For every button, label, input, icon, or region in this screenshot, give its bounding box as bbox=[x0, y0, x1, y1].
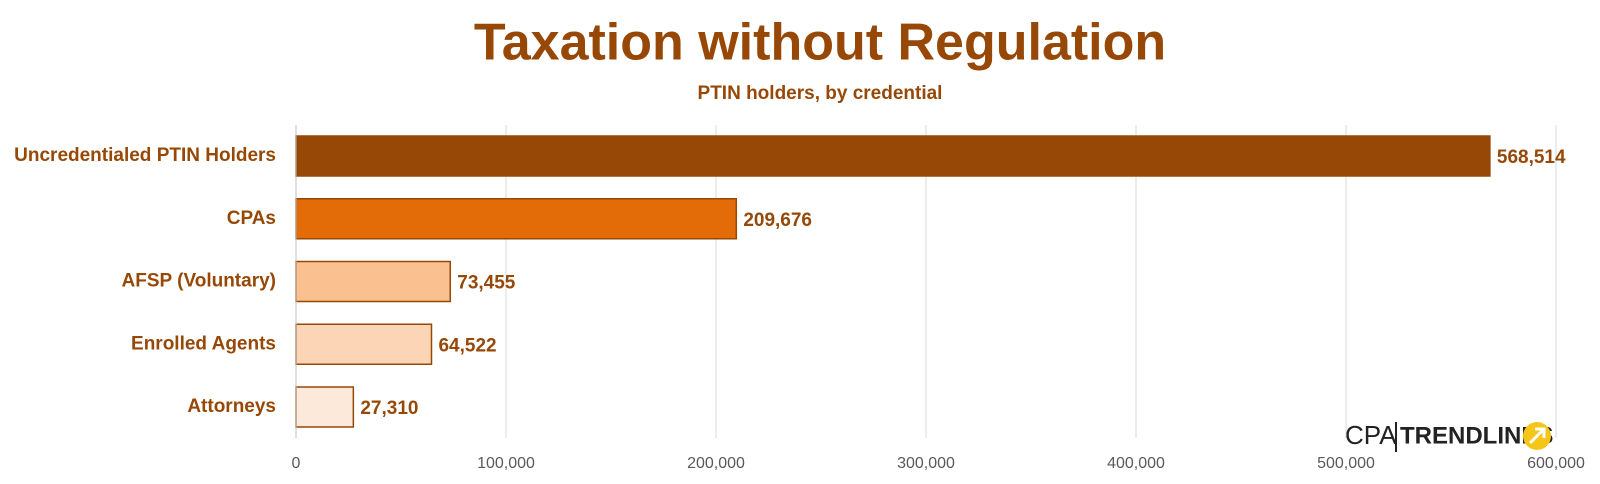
logo: CPA TRENDLINES bbox=[1345, 420, 1553, 452]
logo-arrow bbox=[1528, 427, 1546, 445]
bar bbox=[295, 198, 738, 240]
x-tick-label: 200,000 bbox=[687, 455, 745, 472]
x-tick-label: 600,000 bbox=[1527, 455, 1585, 472]
x-tick-label: 500,000 bbox=[1317, 455, 1375, 472]
x-tick-label: 400,000 bbox=[1107, 455, 1165, 472]
y-tick-label: Attorneys bbox=[187, 396, 276, 417]
y-tick-label: CPAs bbox=[227, 208, 276, 229]
bar bbox=[295, 260, 452, 303]
y-tick-label: AFSP (Voluntary) bbox=[122, 271, 276, 292]
bar bbox=[295, 323, 433, 365]
value-label: 27,310 bbox=[360, 398, 418, 419]
bar bbox=[295, 386, 355, 428]
value-label: 73,455 bbox=[457, 273, 516, 294]
y-tick-label: Uncredentialed PTIN Holders bbox=[14, 145, 276, 166]
value-label: 64,522 bbox=[438, 335, 496, 356]
value-label: 568,514 bbox=[1497, 147, 1566, 168]
x-tick-label: 100,000 bbox=[477, 455, 535, 472]
chart-subtitle: PTIN holders, by credential bbox=[698, 83, 943, 104]
bar bbox=[295, 135, 1491, 177]
x-tick-label: 0 bbox=[292, 455, 301, 472]
chart-title: Taxation without Regulation bbox=[474, 14, 1166, 72]
x-tick-label: 300,000 bbox=[897, 455, 955, 472]
value-label: 209,676 bbox=[743, 210, 812, 231]
y-tick-label: Enrolled Agents bbox=[131, 333, 276, 354]
logo-text: CPA bbox=[1345, 420, 1397, 450]
